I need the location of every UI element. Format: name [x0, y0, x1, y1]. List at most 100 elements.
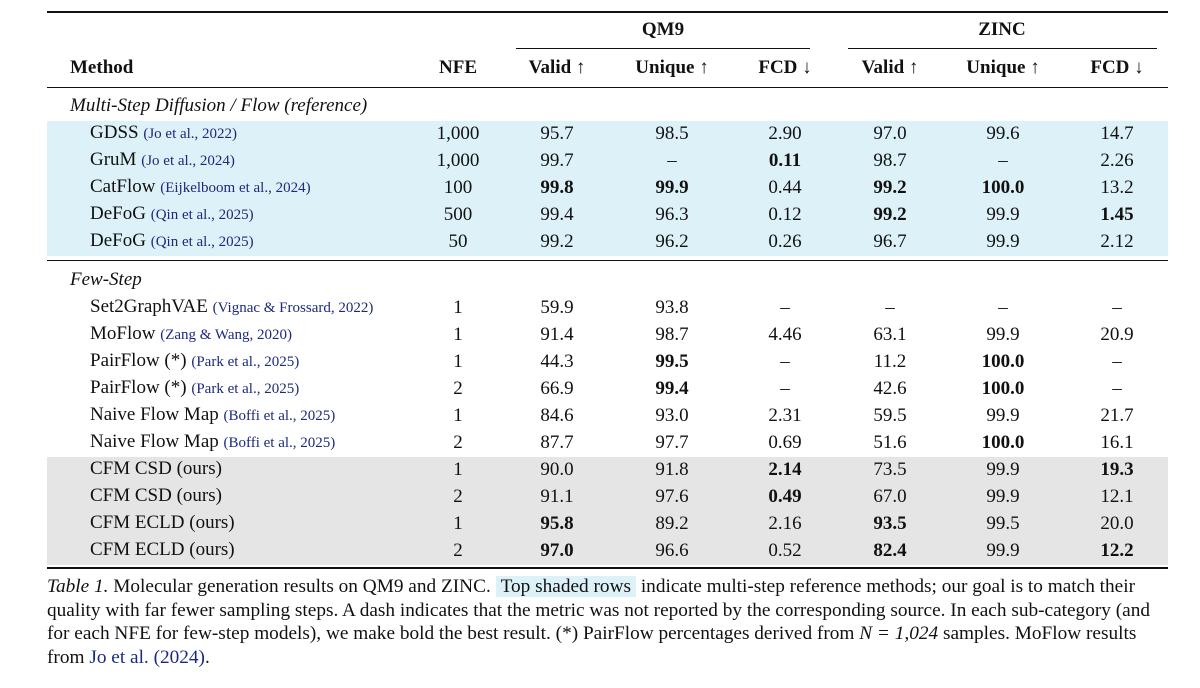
table-cell: 0.49 [768, 486, 802, 507]
table-cell: 99.6 [986, 123, 1020, 144]
group-rule [516, 48, 810, 49]
top-rule [47, 11, 1168, 13]
table-cell: 98.5 [655, 123, 689, 144]
table-cell: 99.9 [986, 540, 1020, 561]
table-cell: 97.0 [873, 123, 907, 144]
table-cell: 2.31 [768, 405, 802, 426]
row-shade [47, 228, 1168, 256]
table-cell: – [780, 378, 790, 399]
table-cell: 12.2 [1100, 540, 1134, 561]
table-cell: 1,000 [436, 123, 480, 144]
table-cell: 67.0 [873, 486, 907, 507]
method-cite: (Boffi et al., 2025) [223, 408, 336, 424]
bottom-rule [47, 567, 1168, 569]
row-shade [47, 456, 1168, 484]
table-cell: 93.0 [655, 405, 689, 426]
table-cell: 20.9 [1100, 324, 1134, 345]
table-cell: 500 [443, 204, 473, 225]
method-cell: CFM ECLD (ours) [90, 539, 235, 561]
table-cell: 99.9 [655, 177, 689, 198]
group-header: QM9 [641, 19, 685, 40]
caption-text: Molecular generation results on QM9 and … [113, 576, 491, 597]
table-cell: 63.1 [873, 324, 907, 345]
method-cite: (Qin et al., 2025) [150, 207, 254, 223]
table-cell: 51.6 [873, 432, 907, 453]
method-name: CFM ECLD (ours) [90, 539, 235, 560]
table-cell: 2.14 [768, 459, 802, 480]
table-cell: 82.4 [873, 540, 907, 561]
table-cell: 14.7 [1100, 123, 1134, 144]
method-cell: Naive Flow Map (Boffi et al., 2025) [90, 431, 335, 453]
table-cell: – [998, 297, 1008, 318]
table-cell: 1 [453, 324, 463, 345]
table-cell: 73.5 [873, 459, 907, 480]
method-name: PairFlow (*) [90, 377, 187, 398]
table-cell: 99.4 [540, 204, 574, 225]
method-name: DeFoG [90, 230, 146, 251]
table-cell: 2 [453, 378, 463, 399]
column-header: Method [70, 57, 134, 78]
table-cell: 87.7 [540, 432, 574, 453]
table-cell: 16.1 [1100, 432, 1134, 453]
table-cell: 1.45 [1100, 204, 1134, 225]
table-cell: 98.7 [655, 324, 689, 345]
row-shade [47, 483, 1168, 511]
method-cite: (Vignac & Frossard, 2022) [212, 300, 374, 316]
method-name: Set2GraphVAE [90, 296, 208, 317]
table-cell: – [998, 150, 1008, 171]
table-cell: – [667, 150, 677, 171]
table-cell: 1 [453, 513, 463, 534]
table-cell: 100 [443, 177, 473, 198]
table-cell: 2.12 [1100, 231, 1134, 252]
table-cell: 97.6 [655, 486, 689, 507]
group-header: ZINC [978, 19, 1026, 40]
method-cell: PairFlow (*) (Park et al., 2025) [90, 377, 299, 399]
method-name: DeFoG [90, 203, 146, 224]
table-cell: 99.8 [540, 177, 574, 198]
table-cell: 1 [453, 351, 463, 372]
table-cell: 99.9 [986, 405, 1020, 426]
table-cell: – [885, 297, 895, 318]
caption-text: indicate multi-step reference methods; o… [47, 576, 1150, 644]
column-header: FCD ↓ [1090, 57, 1144, 78]
table-cell: 95.8 [540, 513, 574, 534]
method-cite: (Zang & Wang, 2020) [160, 327, 293, 343]
table-cell: 100.0 [981, 432, 1025, 453]
section-title: Multi-Step Diffusion / Flow (reference) [70, 95, 368, 116]
group-rule [848, 48, 1157, 49]
method-name: Naive Flow Map [90, 404, 219, 425]
table-cell: 0.26 [768, 231, 802, 252]
table-cell: 99.9 [986, 231, 1020, 252]
column-header: Valid ↑ [861, 57, 919, 78]
method-cell: DeFoG (Qin et al., 2025) [90, 203, 254, 225]
section-title: Few-Step [70, 269, 142, 290]
table-cell: 99.9 [986, 204, 1020, 225]
table-cell: 0.44 [768, 177, 802, 198]
table-cell: 19.3 [1100, 459, 1134, 480]
table-cell: 2 [453, 486, 463, 507]
table-cell: 1 [453, 405, 463, 426]
table-cell: 99.4 [655, 378, 689, 399]
table-cell: 99.5 [655, 351, 689, 372]
table-cell: – [1112, 297, 1122, 318]
method-cell: GDSS (Jo et al., 2022) [90, 122, 237, 144]
caption-cite-year: (2024) [153, 646, 205, 668]
table-cell: 100.0 [981, 177, 1025, 198]
row-shade [47, 147, 1168, 175]
table-cell: 84.6 [540, 405, 574, 426]
table-cell: 91.1 [540, 486, 574, 507]
table-cell: 1 [453, 459, 463, 480]
table-cell: – [1112, 378, 1122, 399]
table-cell: 50 [448, 231, 468, 252]
table-cell: 99.2 [873, 204, 907, 225]
row-shade [47, 510, 1168, 538]
caption-math: N = 1,024 [859, 623, 939, 644]
method-name: CFM CSD (ours) [90, 458, 222, 479]
header-rule [47, 87, 1168, 88]
table-cell: 0.12 [768, 204, 802, 225]
table-cell: 96.2 [655, 231, 689, 252]
table-cell: 97.7 [655, 432, 689, 453]
table-cell: 44.3 [540, 351, 574, 372]
row-shade [47, 537, 1168, 565]
method-cell: Set2GraphVAE (Vignac & Frossard, 2022) [90, 296, 373, 318]
